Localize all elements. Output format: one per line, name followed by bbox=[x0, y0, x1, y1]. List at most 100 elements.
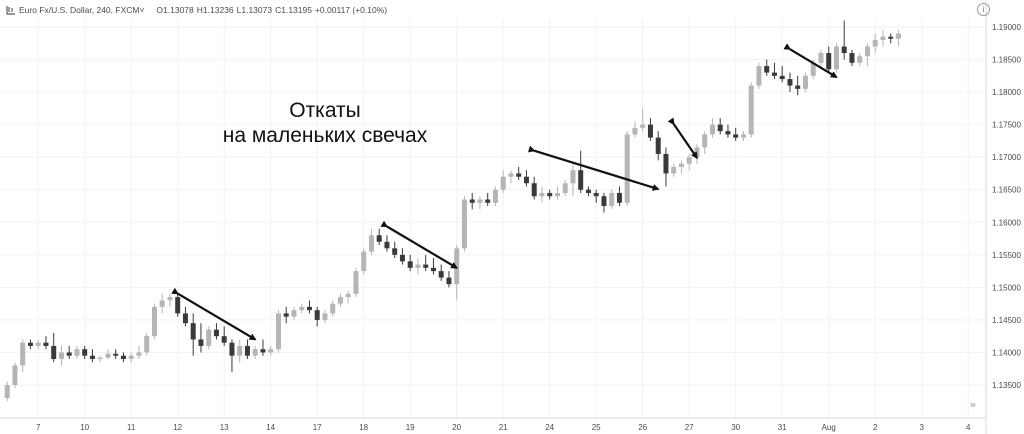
bear-candle bbox=[771, 62, 777, 80]
bear-candle bbox=[647, 118, 653, 141]
candle-body bbox=[562, 183, 568, 193]
price-tick-label: 1.17000 bbox=[992, 153, 1021, 162]
scroll-to-realtime-icon[interactable]: » bbox=[969, 398, 977, 411]
candle-body bbox=[206, 329, 212, 346]
time-tick-label: 3 bbox=[919, 423, 924, 432]
candle-body bbox=[888, 36, 894, 39]
candle-body bbox=[314, 310, 320, 320]
pullback-arrow bbox=[783, 43, 838, 79]
bear-candle bbox=[244, 339, 250, 359]
candle-body bbox=[175, 297, 181, 314]
candle-body bbox=[531, 183, 537, 197]
bear-candle bbox=[51, 332, 57, 363]
bear-candle bbox=[523, 170, 529, 187]
candle-body bbox=[97, 357, 103, 359]
bull-candle bbox=[159, 293, 165, 314]
bear-candle bbox=[120, 352, 126, 363]
candle-body bbox=[647, 124, 653, 138]
candle-body bbox=[105, 353, 111, 358]
candle-body bbox=[221, 336, 227, 343]
pullback-arrow bbox=[527, 145, 660, 191]
price-tick-label: 1.19000 bbox=[992, 23, 1021, 32]
candle-body bbox=[709, 124, 715, 135]
bull-candle bbox=[74, 345, 80, 359]
candle-body bbox=[337, 297, 343, 304]
price-axis[interactable]: 1.13500 1.14000 1.14500 1.15000 1.15500 1.160… bbox=[992, 23, 1021, 390]
bear-candle bbox=[841, 20, 847, 60]
bull-candle bbox=[756, 62, 762, 89]
candle-body bbox=[725, 131, 731, 135]
bull-candle bbox=[640, 108, 646, 132]
time-axis[interactable]: 7 10 11 12 13 14 17 18 19 20 21 24 25 26 27 30 31 Aug 2 3 4 bbox=[36, 423, 971, 432]
symbol-label[interactable]: Euro Fx/U.S. Dollar, 240, FXCM bbox=[19, 5, 140, 15]
bull-candle bbox=[299, 303, 305, 314]
candle-body bbox=[539, 192, 545, 197]
price-tick-label: 1.13500 bbox=[992, 381, 1021, 390]
candle-body bbox=[345, 293, 351, 298]
bull-candle bbox=[337, 293, 343, 307]
chevron-down-icon[interactable]: ˅ bbox=[139, 5, 145, 15]
bull-candle bbox=[368, 228, 374, 255]
price-tick-label: 1.14000 bbox=[992, 348, 1021, 357]
bull-candle bbox=[477, 196, 483, 210]
bear-candle bbox=[849, 49, 855, 67]
bull-candle bbox=[58, 345, 64, 366]
candle-body bbox=[872, 40, 878, 47]
candle-body bbox=[601, 196, 607, 206]
candle-body bbox=[283, 313, 289, 317]
candle-body bbox=[663, 153, 669, 174]
candle-body bbox=[299, 306, 305, 311]
bull-candle bbox=[671, 163, 677, 177]
time-tick-label: 26 bbox=[638, 423, 647, 432]
bear-candle bbox=[306, 300, 312, 314]
candle-body bbox=[779, 75, 785, 80]
bull-candle bbox=[833, 43, 839, 73]
bull-candle bbox=[461, 196, 467, 252]
bull-candle bbox=[345, 290, 351, 304]
time-tick-label: 21 bbox=[499, 423, 508, 432]
candle-body bbox=[671, 166, 677, 174]
candle-body bbox=[787, 79, 793, 86]
bull-candle bbox=[12, 362, 18, 389]
candle-body bbox=[523, 176, 529, 184]
bull-candle bbox=[678, 160, 684, 174]
chart-logo-icon bbox=[6, 6, 15, 15]
time-tick-label: 4 bbox=[966, 423, 971, 432]
bull-candle bbox=[361, 248, 367, 275]
candle-body bbox=[640, 124, 646, 128]
price-tick-label: 1.16000 bbox=[992, 218, 1021, 227]
candle-body bbox=[616, 192, 622, 203]
close-value: C1.13195 bbox=[275, 5, 312, 15]
candle-body bbox=[237, 345, 243, 356]
time-tick-label: 30 bbox=[731, 423, 740, 432]
bull-candle bbox=[20, 339, 26, 372]
bear-candle bbox=[229, 339, 235, 372]
bear-candle bbox=[516, 166, 522, 180]
candle-body bbox=[268, 349, 274, 353]
candle-body bbox=[446, 277, 452, 285]
candle-body bbox=[198, 339, 204, 346]
candle-body bbox=[66, 352, 72, 356]
time-tick-label: 11 bbox=[127, 423, 136, 432]
candle-body bbox=[841, 46, 847, 54]
candle-body bbox=[399, 254, 405, 262]
candle-body bbox=[818, 53, 824, 63]
candle-body bbox=[407, 261, 413, 268]
price-tick-label: 1.16500 bbox=[992, 186, 1021, 195]
candle-body bbox=[686, 157, 692, 164]
price-tick-label: 1.18500 bbox=[992, 56, 1021, 65]
info-icon[interactable]: i bbox=[977, 3, 990, 16]
time-tick-label: 31 bbox=[778, 423, 787, 432]
candle-body bbox=[748, 85, 754, 135]
candle-body bbox=[795, 85, 801, 89]
bull-candle bbox=[136, 345, 142, 359]
bull-candle bbox=[864, 43, 870, 67]
pullback-arrows bbox=[171, 43, 838, 341]
bear-candle bbox=[888, 33, 894, 44]
price-tick-label: 1.14500 bbox=[992, 316, 1021, 325]
candle-body bbox=[740, 134, 746, 138]
bull-candle bbox=[322, 310, 328, 324]
candle-body bbox=[252, 349, 258, 356]
candle-body bbox=[880, 36, 886, 41]
